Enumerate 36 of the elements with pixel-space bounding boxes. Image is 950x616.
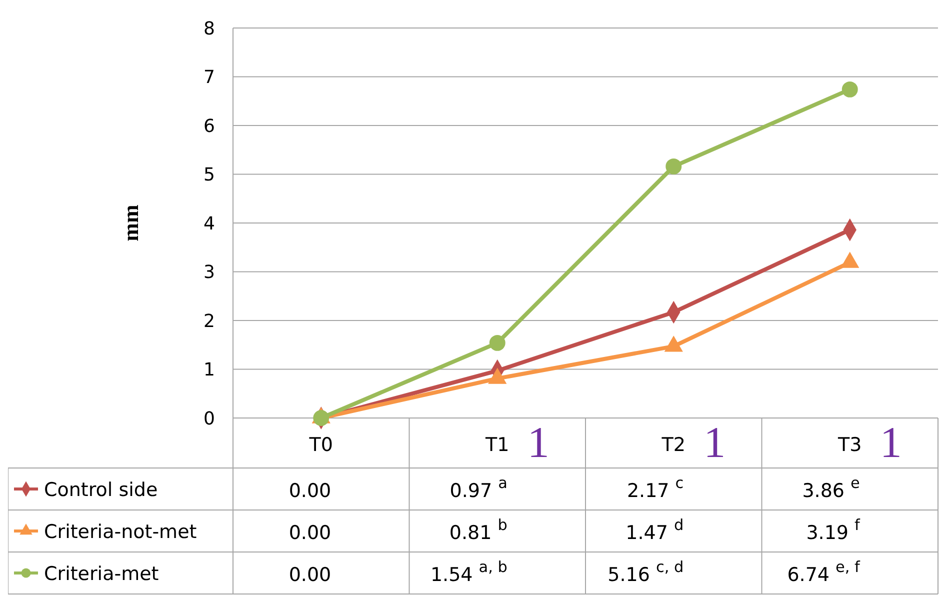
data-label: 3.86$^{e}$ — [802, 474, 860, 502]
point — [666, 158, 682, 174]
point — [313, 410, 330, 426]
annotation: 1 — [527, 418, 550, 467]
y-tick-label: 7 — [204, 67, 215, 88]
data-label: 2.17$^{c}$ — [626, 474, 684, 502]
data-label: 0.00 — [288, 480, 332, 502]
point — [842, 81, 858, 98]
data-label: 0.00 — [288, 564, 332, 586]
legend-label: Criteria-met — [44, 563, 159, 585]
data-label: 6.74$^{e, f}$ — [787, 558, 861, 586]
y-tick-label: 1 — [204, 360, 215, 381]
y-tick-label: 6 — [204, 116, 215, 137]
data-label: 1.47$^{d}$ — [626, 516, 684, 544]
legend-label: Criteria-not-met — [44, 521, 197, 543]
data-label: 5.16$^{c, d}$ — [608, 558, 684, 586]
data-label: 0.81$^{b}$ — [449, 516, 508, 544]
data-label: 0.00 — [288, 522, 332, 544]
y-tick-label: 4 — [204, 213, 215, 234]
point — [489, 334, 506, 351]
legend-label: Control side — [44, 479, 158, 501]
annotation: 1 — [880, 418, 902, 467]
x-tick-label: T0 — [308, 434, 333, 456]
data-label: 1.54$^{a, b}$ — [430, 558, 508, 586]
y-tick-label: 0 — [204, 408, 215, 430]
y-axis-title: mm — [118, 204, 143, 242]
x-tick-label: T2 — [660, 434, 686, 456]
x-tick-label: T1 — [484, 434, 510, 456]
y-tick-label: 2 — [204, 310, 215, 332]
data-label: 0.97$^{a}$ — [450, 474, 508, 502]
annotation: 1 — [704, 418, 726, 467]
x-tick-label: T3 — [837, 434, 862, 456]
y-tick-label: 5 — [204, 164, 215, 186]
y-tick-label: 3 — [204, 262, 215, 284]
y-tick-label: 8 — [204, 18, 215, 40]
data-label: 3.19$^{f}$ — [806, 516, 861, 544]
